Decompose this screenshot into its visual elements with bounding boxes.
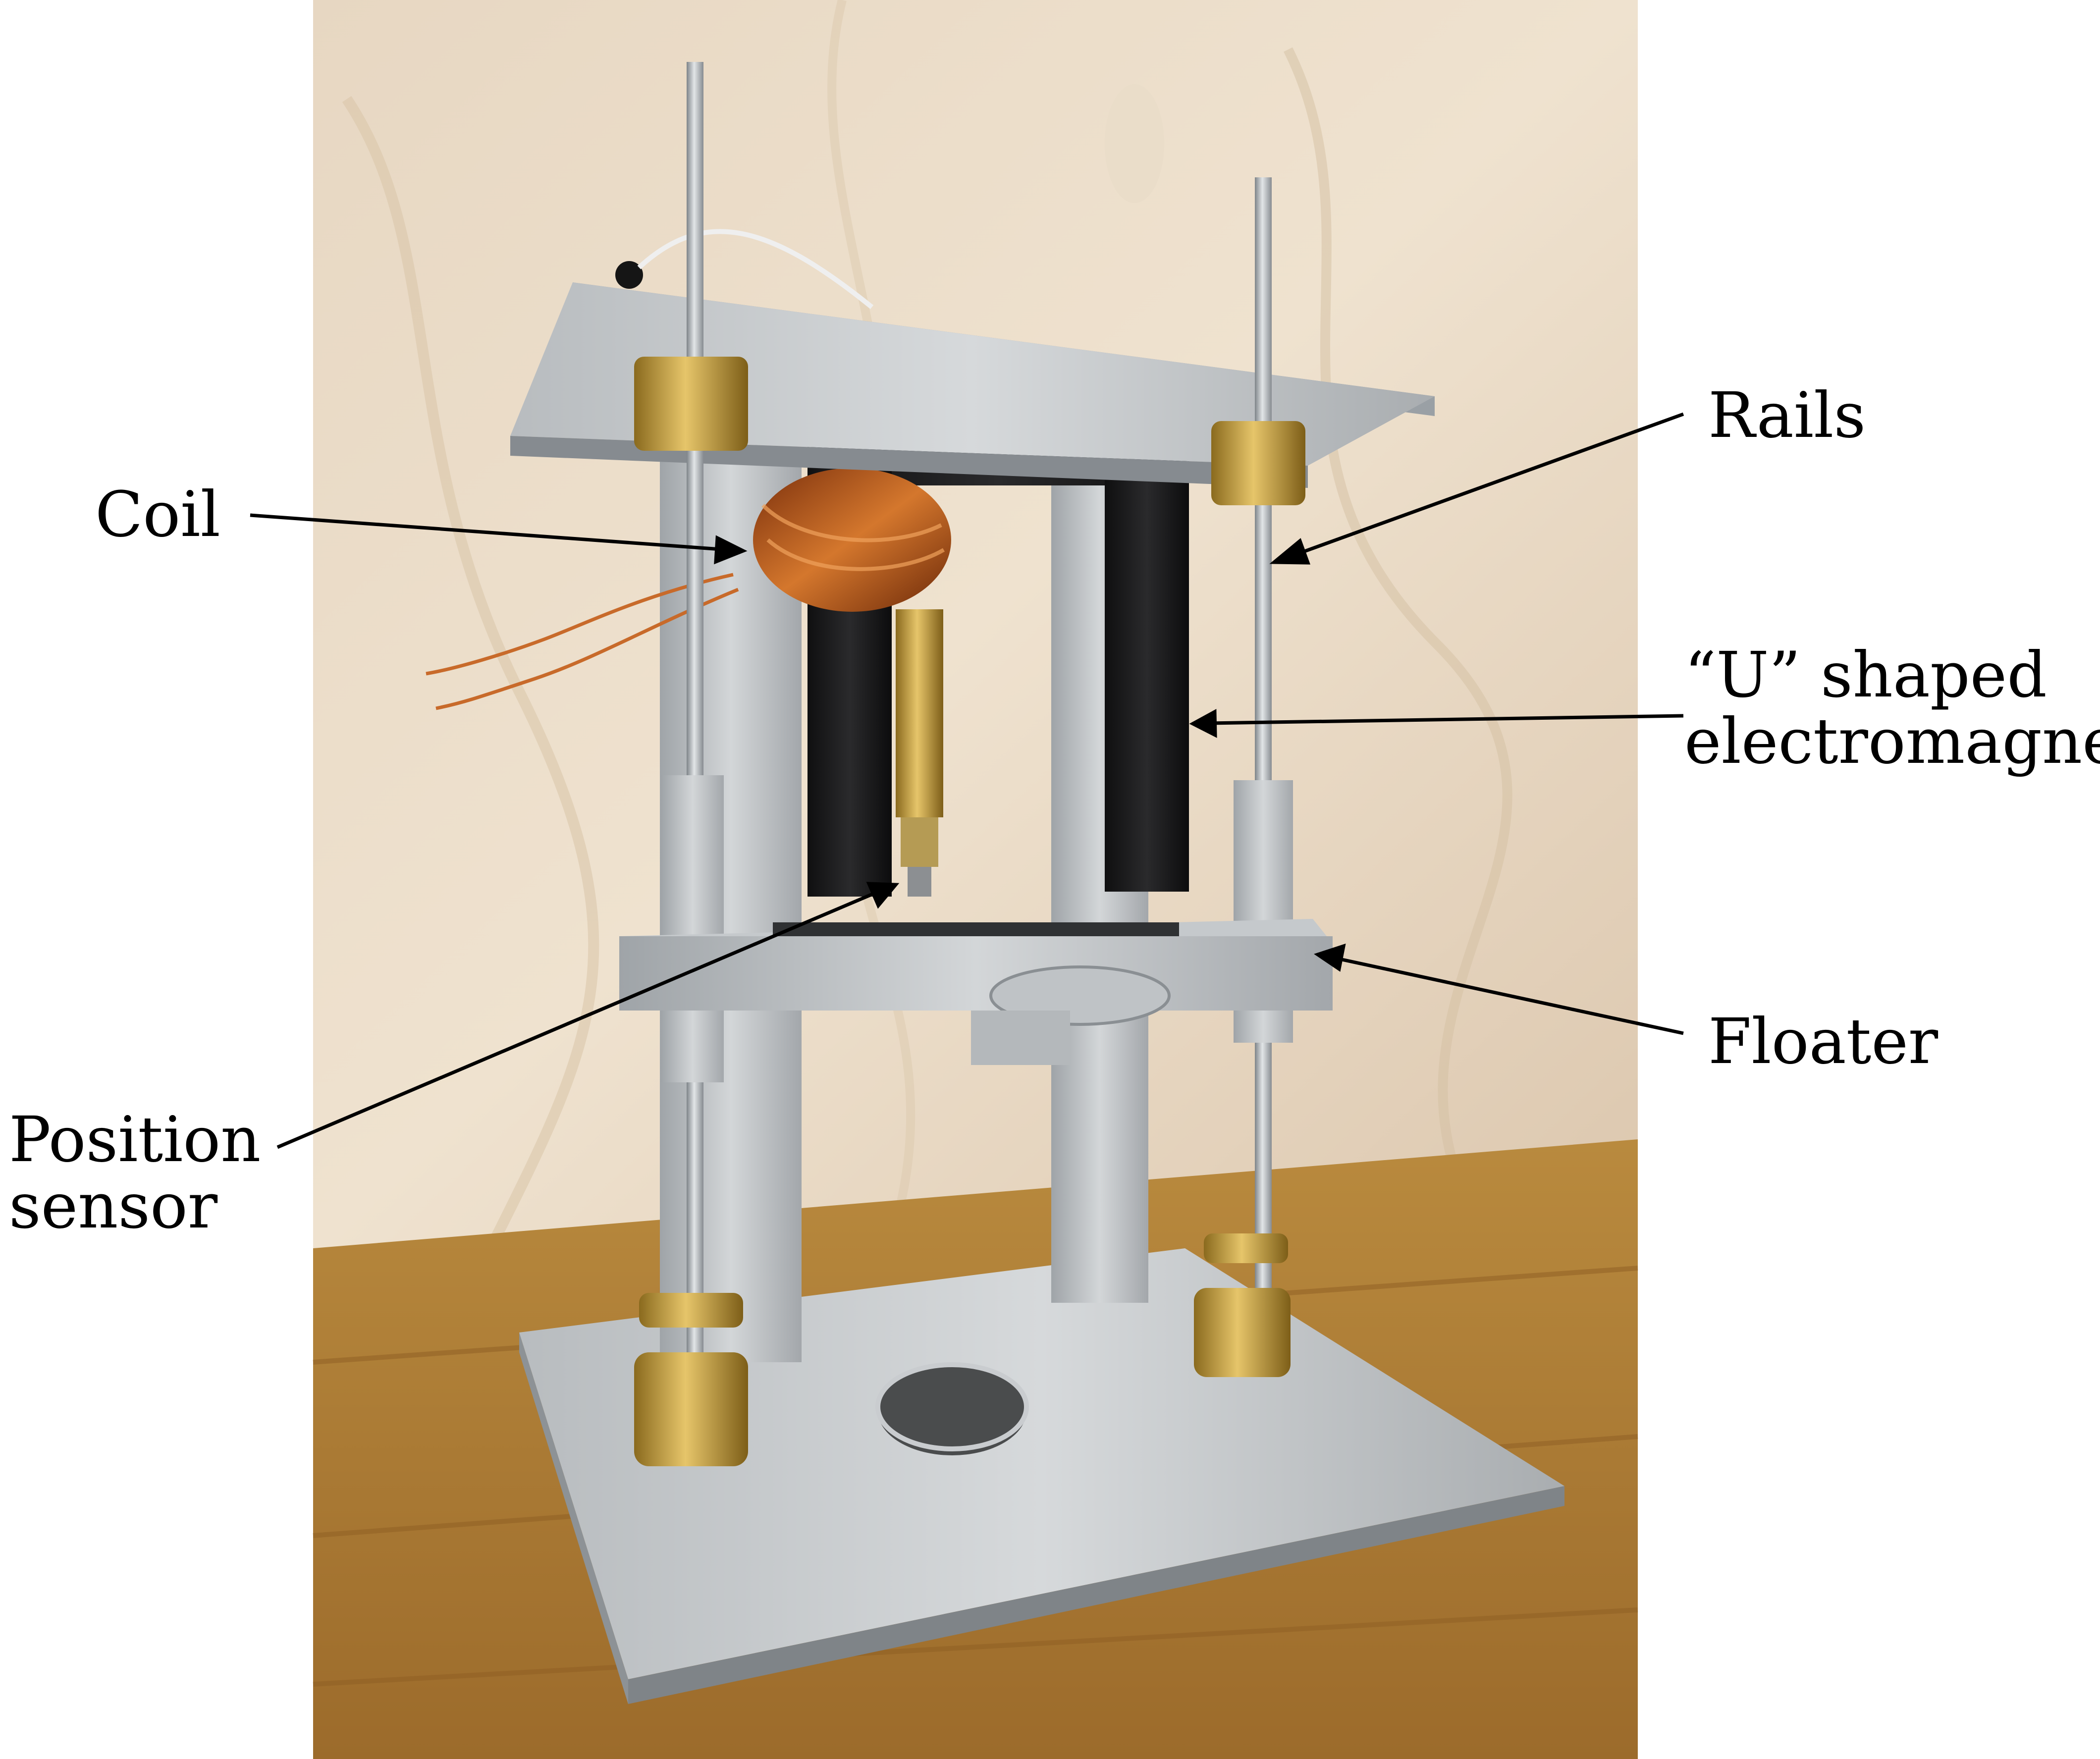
u-magnet-arrow: [1208, 714, 1684, 725]
coil-label: Coil: [95, 478, 220, 551]
support-posts: [660, 446, 1148, 1362]
position-sensor-label-line1: Position: [9, 1103, 261, 1176]
coil-arrowhead: [714, 535, 748, 565]
coil-arrow: [250, 513, 729, 552]
floater-arrow: [1332, 956, 1684, 1035]
position-sensor-label-line2: sensor: [9, 1169, 218, 1242]
rails-label: Rails: [1708, 379, 1866, 452]
floater: [619, 919, 1333, 1065]
rails-arrowhead: [1269, 538, 1311, 565]
position-sensor-label: Position sensor: [9, 1107, 261, 1239]
position-sensor-arrowhead: [866, 882, 900, 909]
annotation-arrows: [250, 412, 1684, 1149]
floater-label: Floater: [1708, 1005, 1938, 1078]
copper-coil: [426, 468, 951, 710]
u-magnet-arrowhead: [1189, 709, 1217, 738]
u-magnet-label-line1: “U” shaped: [1684, 639, 2047, 711]
u-magnet-label: “U” shaped electromagnet: [1684, 642, 2100, 774]
brass-collars: [634, 357, 1305, 1466]
position-sensor: [896, 609, 943, 897]
rails-arrow: [1287, 412, 1684, 559]
u-magnet-label-line2: electromagnet: [1684, 704, 2100, 778]
position-sensor-arrow: [276, 888, 883, 1149]
floater-arrowhead: [1314, 943, 1346, 972]
